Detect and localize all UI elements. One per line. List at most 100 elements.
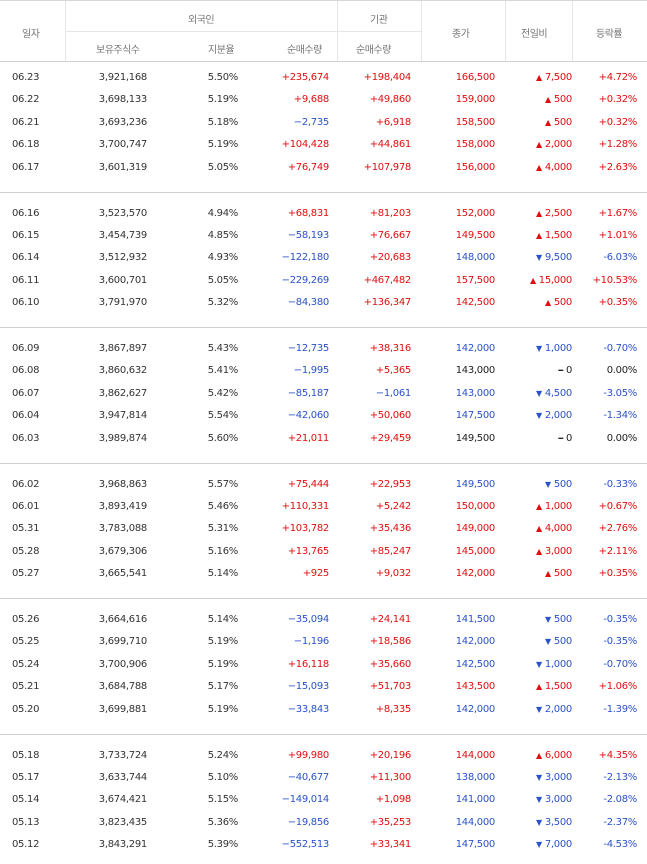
change-value: 500 [553, 116, 572, 128]
ratio-cell: 5.60% [207, 432, 239, 444]
up-arrow-icon: ▲ [536, 73, 542, 82]
date-cell: 05.26 [12, 614, 40, 625]
close-cell: 157,500 [455, 274, 496, 286]
holdings-cell: 3,700,906 [98, 658, 148, 670]
institution-net-cell: +11,300 [369, 771, 412, 783]
header-institution-net: 순매수량 [356, 45, 391, 56]
change-value: 2,000 [544, 703, 572, 715]
header-rate: 등락률 [596, 29, 623, 40]
change-cell: ▼ 4,500 [536, 388, 572, 399]
table-row: 05.17 3,633,744 5.10% −40,677 +11,300 138,000… [0, 768, 647, 790]
header-foreign: 외국인 [188, 15, 215, 26]
close-cell: 158,000 [455, 139, 496, 151]
holdings-cell: 3,512,932 [98, 252, 148, 264]
institution-net-cell: +22,953 [369, 478, 412, 490]
table-row: 06.09 3,867,897 5.43% −12,735 +38,316 142,000… [0, 339, 647, 361]
close-cell: 147,500 [455, 410, 496, 422]
close-cell: 142,000 [455, 343, 496, 354]
group-divider [0, 733, 647, 735]
down-arrow-icon: ▼ [536, 659, 542, 669]
change-value: 500 [553, 636, 572, 648]
change-value: 500 [553, 478, 572, 490]
header-close: 종가 [452, 29, 470, 40]
foreign-net-cell: +110,331 [281, 500, 330, 512]
holdings-cell: 3,600,701 [98, 274, 148, 286]
holdings-cell: 3,454,739 [98, 229, 148, 241]
institution-net-cell: +467,482 [363, 274, 412, 286]
close-cell: 149,000 [455, 523, 496, 535]
change-value: 2,000 [544, 139, 572, 151]
change-cell: ▲ 15,000 [530, 275, 572, 286]
change-value: 15,000 [538, 274, 573, 286]
table-row: 05.14 3,674,421 5.15% −149,014 +1,098 141,000… [0, 790, 647, 812]
up-arrow-icon: ▲ [536, 162, 542, 172]
table-row: 06.10 3,791,970 5.32% −84,380 +136,347 142,50… [0, 293, 647, 315]
change-value: 3,000 [544, 794, 572, 806]
up-arrow-icon: ▲ [536, 524, 542, 534]
rate-cell: +1.67% [598, 207, 638, 219]
ratio-cell: 5.16% [207, 545, 239, 557]
institution-net-cell: +198,404 [363, 72, 412, 83]
change-cell: ▲ 2,000 [536, 139, 572, 150]
date-cell: 05.14 [12, 794, 40, 806]
close-cell: 166,500 [455, 72, 496, 83]
rate-cell: +0.32% [598, 116, 638, 128]
ratio-cell: 5.19% [207, 703, 239, 715]
header-ratio: 지분율 [208, 45, 235, 56]
holdings-cell: 3,633,744 [98, 771, 148, 783]
institution-net-cell: +33,341 [369, 839, 412, 851]
close-cell: 144,000 [455, 749, 496, 761]
close-cell: 156,000 [455, 161, 496, 173]
change-value: 500 [553, 297, 572, 309]
holdings-cell: 3,601,319 [98, 161, 148, 173]
rate-cell: +4.35% [598, 749, 638, 761]
rate-cell: +2.76% [598, 523, 638, 535]
holdings-cell: 3,867,897 [98, 343, 148, 354]
holdings-cell: 3,968,863 [98, 478, 148, 490]
holdings-cell: 3,862,627 [98, 387, 148, 399]
foreign-net-cell: +9,688 [293, 94, 330, 106]
table-row: 06.17 3,601,319 5.05% +76,749 +107,978 156,00… [0, 158, 647, 180]
change-cell: ━ 0 [558, 365, 572, 376]
holdings-cell: 3,698,133 [98, 94, 148, 106]
institution-net-cell: +136,347 [363, 297, 412, 309]
close-cell: 149,500 [455, 478, 496, 490]
rate-cell: -0.35% [603, 614, 637, 625]
institution-net-cell: +35,253 [369, 816, 412, 828]
holdings-cell: 3,783,088 [98, 523, 148, 535]
foreign-net-cell: +235,674 [281, 72, 330, 83]
holdings-cell: 3,693,236 [98, 116, 148, 128]
ratio-cell: 5.46% [207, 500, 239, 512]
date-cell: 06.15 [12, 229, 40, 241]
rate-cell: +1.01% [598, 229, 638, 241]
holdings-cell: 3,700,747 [98, 139, 148, 151]
foreign-net-cell: −84,380 [287, 297, 330, 309]
change-cell: ▼ 2,000 [536, 704, 572, 715]
institution-net-cell: +35,436 [369, 523, 412, 535]
change-value: 3,000 [544, 545, 572, 557]
close-cell: 142,500 [455, 297, 496, 309]
change-cell: ▲ 500 [545, 568, 572, 579]
institution-net-cell: +24,141 [369, 614, 412, 625]
foreign-net-cell: −552,513 [281, 839, 330, 851]
holdings-cell: 3,947,814 [98, 410, 148, 422]
ratio-cell: 5.18% [207, 116, 239, 128]
foreign-net-cell: +75,444 [287, 478, 330, 490]
institution-net-cell: +38,316 [369, 343, 412, 354]
rate-cell: 0.00% [606, 365, 638, 377]
date-cell: 06.07 [12, 387, 40, 399]
table-row: 05.31 3,783,088 5.31% +103,782 +35,436 149,00… [0, 519, 647, 541]
institution-net-cell: +107,978 [363, 161, 412, 173]
institution-net-cell: +51,703 [369, 681, 412, 693]
date-cell: 06.03 [12, 432, 40, 444]
institution-net-cell: +49,860 [369, 94, 412, 106]
up-arrow-icon: ▲ [536, 230, 542, 240]
institution-net-cell: +20,683 [369, 252, 412, 264]
date-cell: 05.17 [12, 771, 40, 783]
table-row: 05.25 3,699,710 5.19% −1,196 +18,586 142,000 ▼… [0, 632, 647, 654]
institution-net-cell: +5,365 [375, 365, 412, 377]
close-cell: 150,000 [455, 500, 496, 512]
close-cell: 159,000 [455, 94, 496, 106]
date-cell: 05.25 [12, 636, 40, 648]
